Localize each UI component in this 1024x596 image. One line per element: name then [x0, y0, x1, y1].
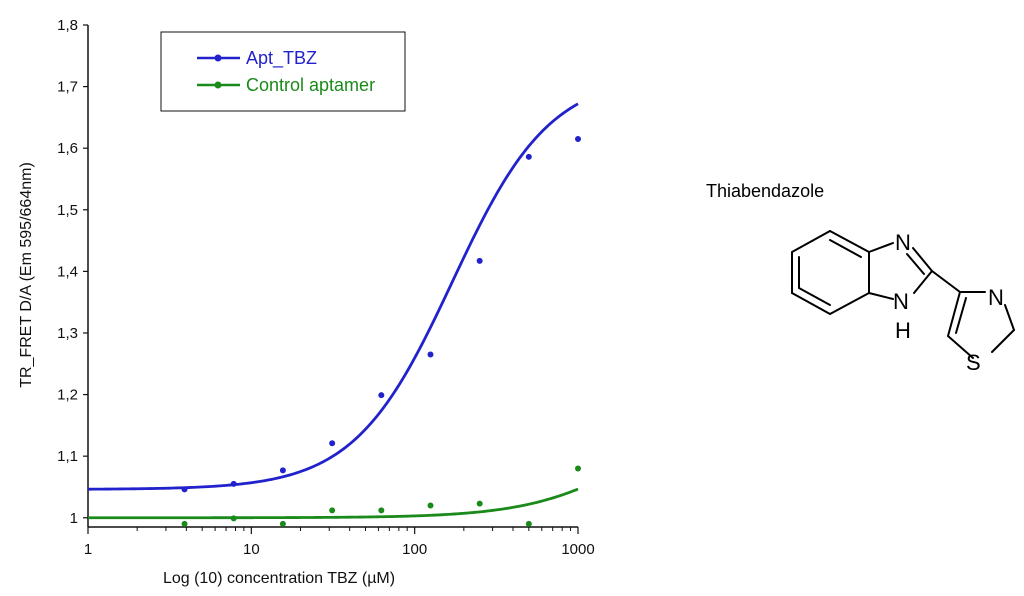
bond: [829, 292, 870, 315]
bond: [791, 230, 831, 253]
bond: [868, 242, 894, 253]
bond: [931, 270, 961, 293]
data-point-series-1: [279, 520, 286, 527]
x-axis-label: Log (10) concentration TBZ (µM): [163, 570, 395, 587]
atom-s-thiazole: S: [966, 350, 981, 375]
y-tick-label: 1,7: [57, 79, 78, 96]
data-point-series-0: [575, 135, 581, 142]
fit-curve-series-0: [87, 102, 579, 491]
bond: [991, 329, 1015, 353]
legend-label-apt-tbz: Apt_TBZ: [246, 48, 317, 69]
data-point-series-1: [181, 520, 188, 527]
bond: [791, 292, 831, 315]
x-tick-label: 1000: [561, 541, 594, 558]
bond: [1004, 304, 1015, 331]
atom-n-thiazole: N: [988, 285, 1004, 310]
axes: [87, 25, 578, 528]
atom-n-imidazole-top: N: [895, 230, 911, 255]
data-point-series-0: [476, 257, 483, 264]
legend-label-control: Control aptamer: [246, 75, 375, 95]
y-tick-label: 1,6: [57, 140, 78, 157]
bond: [798, 287, 831, 306]
molecule-name: Thiabendazole: [706, 181, 824, 201]
y-tick-label: 1,3: [57, 325, 78, 342]
data-point-series-0: [427, 351, 434, 358]
data-point-series-1: [230, 515, 237, 522]
bond: [955, 297, 967, 334]
legend-marker-apt-tbz: [214, 54, 222, 62]
legend: Apt_TBZ Control aptamer: [160, 31, 406, 112]
data-point-series-0: [230, 480, 237, 487]
bond: [829, 239, 862, 258]
bond: [913, 270, 933, 294]
tick-labels: 1 1,1 1,2 1,3 1,4 1,5 1,6 1,7 1,8 1 10 100 1000: [57, 17, 595, 558]
fit-curve-series-1: [88, 487, 579, 520]
molecule-bonds: [791, 230, 1015, 359]
data-point-series-1: [378, 507, 385, 514]
y-tick-label: 1,5: [57, 202, 78, 219]
y-tick-label: 1,2: [57, 387, 78, 404]
x-tick-label: 100: [402, 541, 427, 558]
atom-n-imidazole-bottom: N: [893, 289, 909, 314]
legend-box: [160, 31, 406, 112]
bond: [868, 292, 894, 300]
y-axis-label: TR_FRET D/A (Em 595/664nm): [18, 162, 35, 388]
data-point-series-0: [329, 440, 336, 447]
y-tick-label: 1,4: [57, 263, 78, 280]
x-tick-label: 1: [84, 541, 92, 558]
bond: [906, 253, 925, 275]
data-point-series-0: [525, 153, 532, 160]
fit-curves: [87, 102, 579, 520]
x-tick-label: 10: [243, 541, 260, 558]
ticks: [83, 24, 579, 534]
atom-h-imidazole: H: [895, 318, 911, 343]
legend-marker-control: [214, 81, 222, 89]
y-tick-label: 1,1: [57, 448, 78, 465]
bond: [829, 230, 870, 253]
data-point-series-1: [575, 465, 581, 472]
data-point-series-0: [378, 392, 385, 399]
y-tick-label: 1,8: [57, 17, 78, 34]
bond: [947, 335, 974, 359]
y-tick-label: 1: [70, 510, 78, 527]
data-points: [181, 135, 581, 527]
data-point-series-1: [525, 520, 532, 527]
data-point-series-1: [329, 507, 336, 514]
data-point-series-1: [427, 502, 434, 509]
data-point-series-0: [181, 486, 188, 493]
data-point-series-1: [476, 500, 483, 507]
bond: [912, 247, 933, 272]
thiabendazole-structure: Thiabendazole: [706, 181, 1015, 375]
bond: [947, 291, 961, 337]
data-point-series-0: [279, 467, 286, 474]
